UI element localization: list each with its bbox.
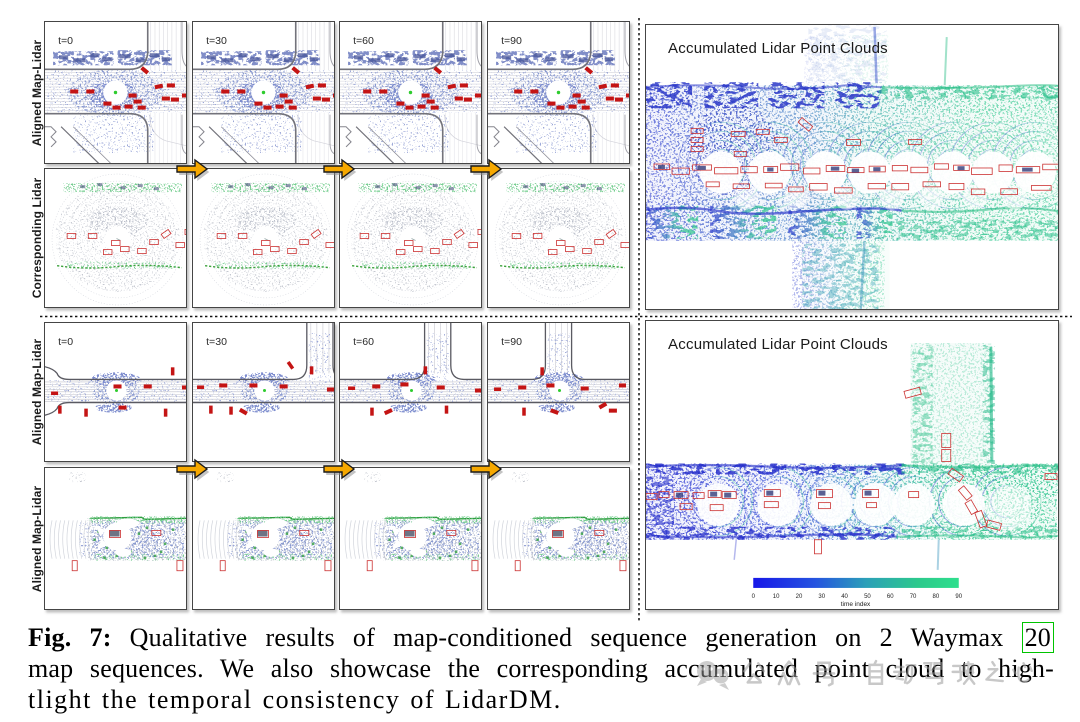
svg-text:0: 0 [752, 594, 756, 600]
svg-text:time index: time index [841, 601, 871, 608]
svg-text:90: 90 [955, 594, 962, 600]
svg-text:t=90: t=90 [501, 35, 522, 47]
svg-text:80: 80 [933, 594, 940, 600]
svg-text:t=0: t=0 [58, 35, 73, 47]
svg-text:20: 20 [796, 594, 803, 600]
svg-text:Accumulated Lidar Point Clouds: Accumulated Lidar Point Clouds [668, 40, 888, 57]
svg-text:Accumulated Lidar Point Clouds: Accumulated Lidar Point Clouds [668, 336, 888, 353]
svg-text:t=60: t=60 [353, 35, 374, 47]
svg-text:t=30: t=30 [206, 336, 227, 348]
svg-text:t=30: t=30 [206, 35, 227, 47]
svg-text:50: 50 [864, 594, 871, 600]
svg-text:t=0: t=0 [58, 336, 73, 348]
svg-text:30: 30 [818, 594, 825, 600]
svg-text:10: 10 [773, 594, 780, 600]
svg-text:40: 40 [841, 594, 848, 600]
svg-text:t=60: t=60 [353, 336, 374, 348]
svg-text:t=90: t=90 [501, 336, 522, 348]
svg-text:70: 70 [910, 594, 917, 600]
svg-text:60: 60 [887, 594, 894, 600]
